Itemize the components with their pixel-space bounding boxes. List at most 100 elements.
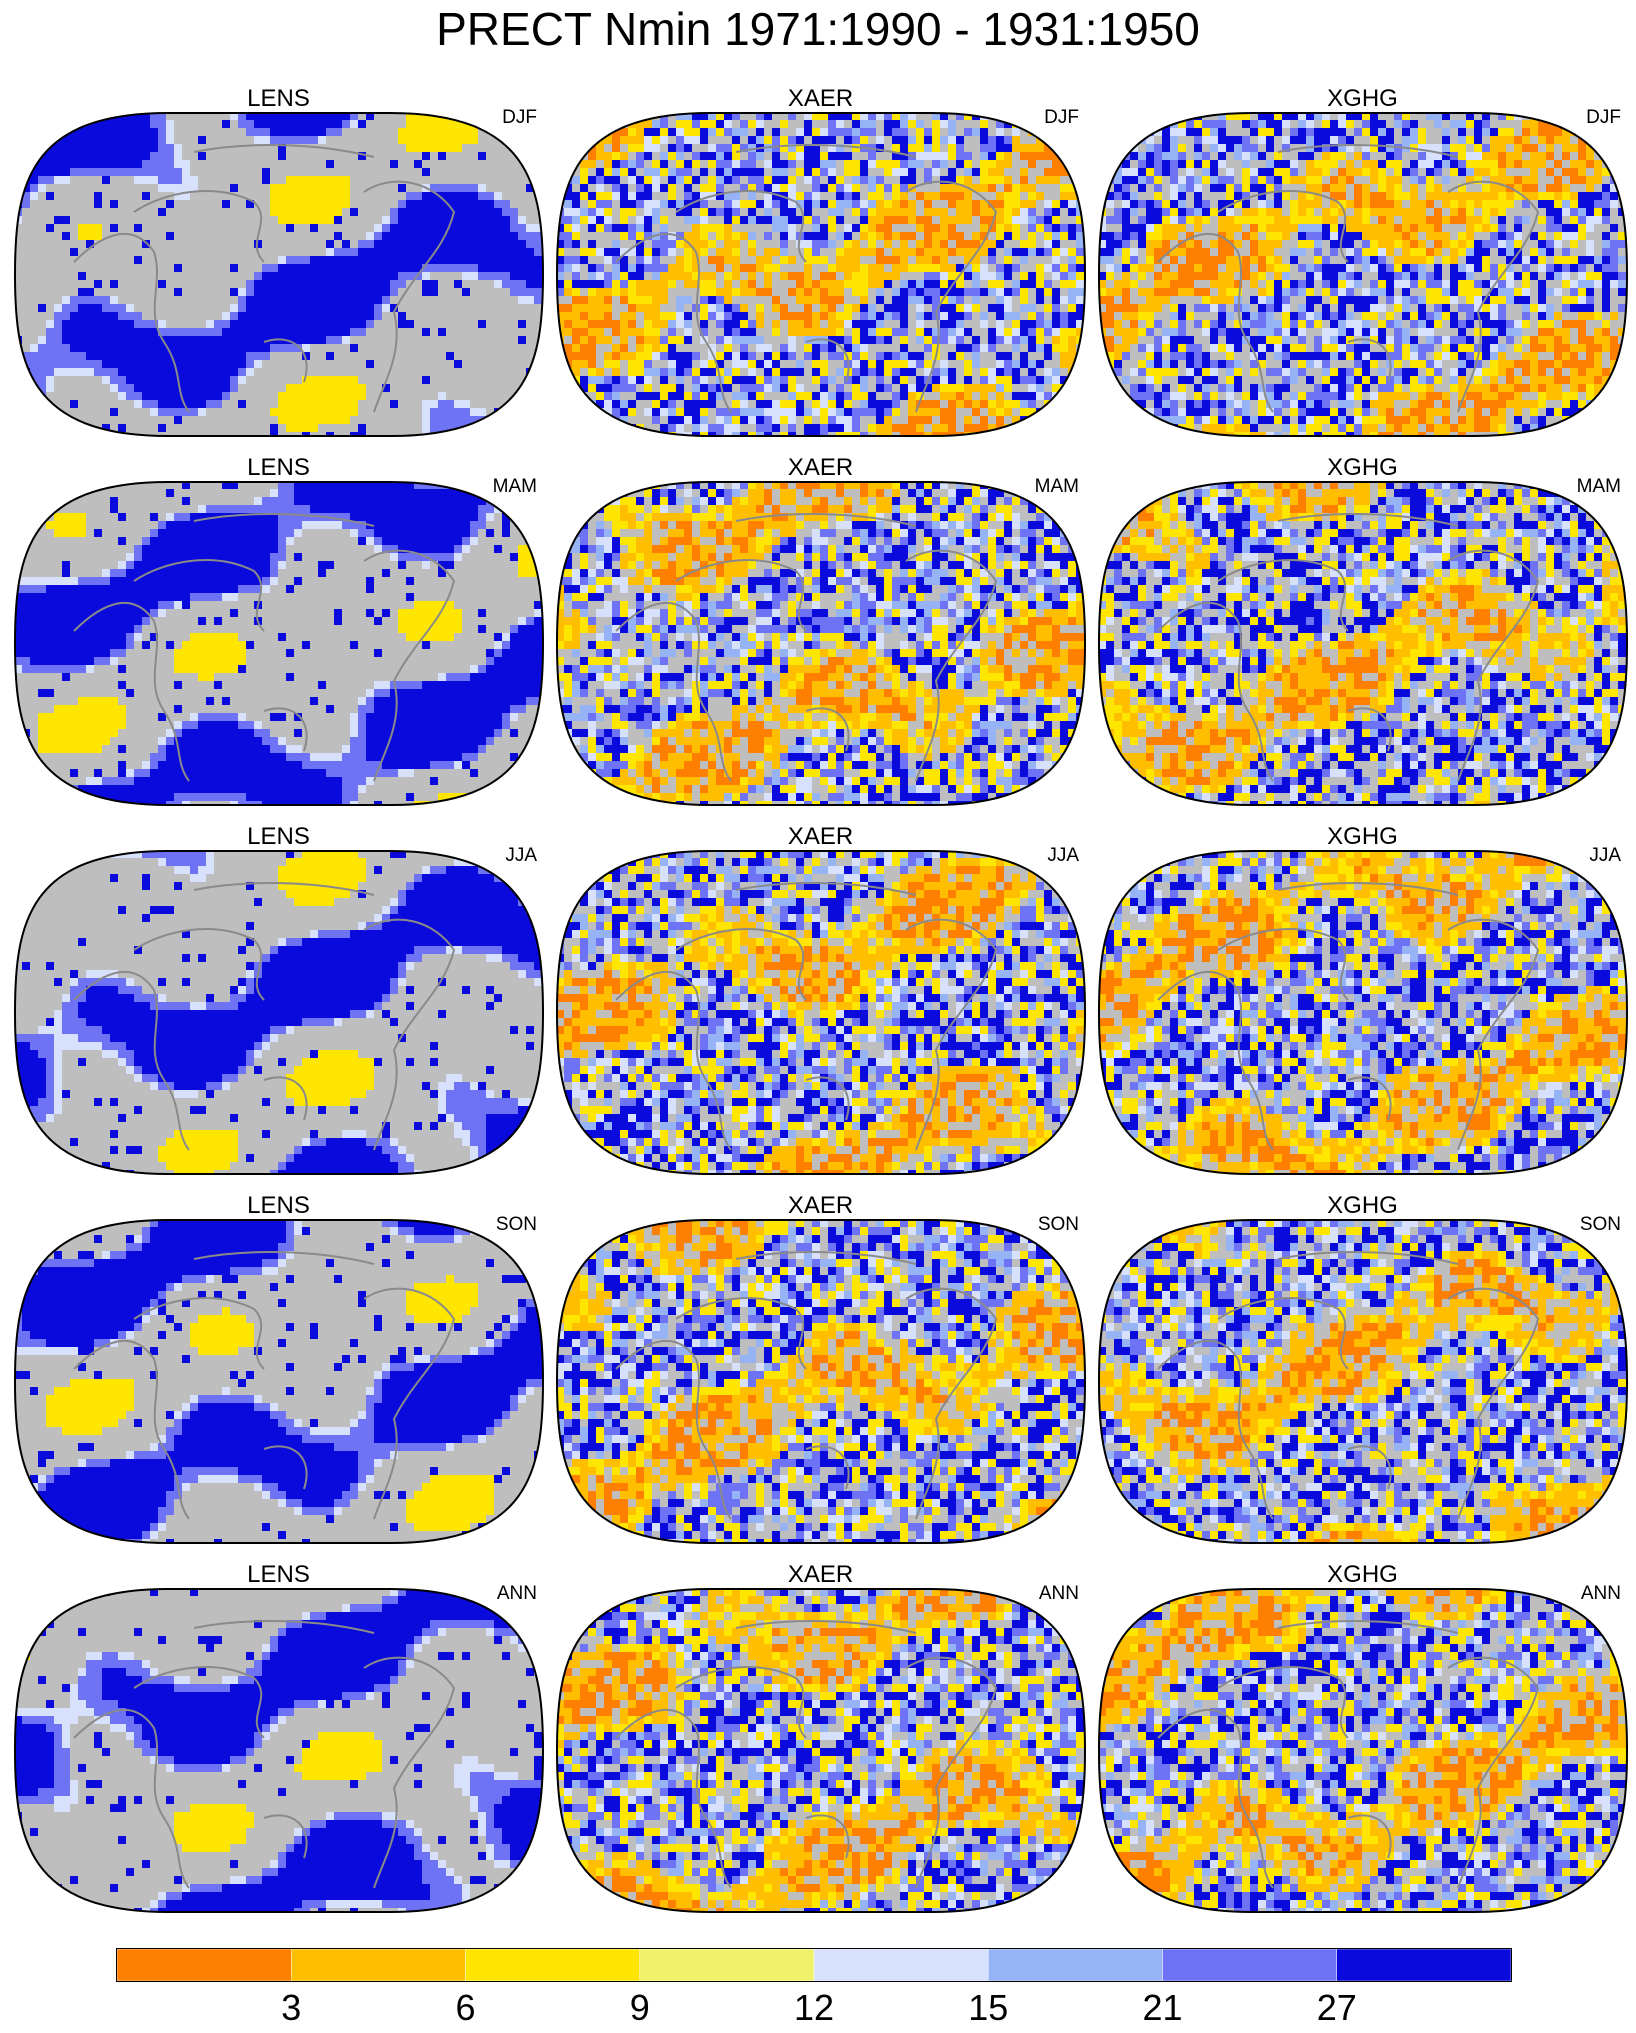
map-outline [1098, 1219, 1628, 1544]
map-outline [1098, 1588, 1628, 1913]
map-field [1098, 482, 1628, 805]
panel-season: SON [1038, 1213, 1079, 1237]
panel-season: JJA [505, 844, 537, 868]
map-panel: LENS ANN [6, 1560, 551, 1913]
map-panel: XAER SON [548, 1191, 1093, 1544]
panel-title: XGHG [1090, 1191, 1635, 1221]
map-panel: XAER DJF [548, 84, 1093, 437]
panel-title: XGHG [1090, 822, 1635, 852]
coastline [73, 513, 456, 782]
coastline [73, 882, 456, 1151]
map-panel: XGHG DJF [1090, 84, 1635, 437]
coastline [73, 144, 456, 413]
panel-title: XAER [548, 822, 1093, 852]
panel-title: XGHG [1090, 453, 1635, 483]
map-outline [14, 481, 544, 806]
map-outline [556, 1588, 1086, 1913]
coastline [1157, 882, 1540, 1151]
map-plot [14, 1219, 544, 1544]
map-outline [556, 1219, 1086, 1544]
map-panel: XGHG ANN [1090, 1560, 1635, 1913]
map-plot [14, 1588, 544, 1913]
panel-title: XAER [548, 1560, 1093, 1590]
panel-title: XAER [548, 1191, 1093, 1221]
map-field [556, 851, 1086, 1174]
colorbar-bin [1336, 1948, 1512, 1982]
map-plot [556, 850, 1086, 1175]
coastline [1157, 513, 1540, 782]
map-outline [556, 850, 1086, 1175]
panel-season: DJF [1586, 106, 1621, 130]
coastline [1157, 144, 1540, 413]
colorbar-tick-label: 15 [968, 1988, 1008, 2028]
map-plot [1098, 481, 1628, 806]
colorbar-tick-label: 6 [455, 1988, 475, 2028]
map-plot [1098, 1219, 1628, 1544]
coastline [615, 1251, 998, 1520]
map-panel: XAER ANN [548, 1560, 1093, 1913]
map-panel: LENS DJF [6, 84, 551, 437]
map-outline [14, 112, 544, 437]
map-field [556, 1589, 1086, 1912]
map-field [14, 1589, 544, 1912]
colorbar-tick-label: 3 [281, 1988, 301, 2028]
map-outline [1098, 481, 1628, 806]
panel-title: LENS [6, 1560, 551, 1590]
map-plot [1098, 112, 1628, 437]
map-panel: XAER JJA [548, 822, 1093, 1175]
panel-season: ANN [497, 1582, 537, 1606]
panel-title: XAER [548, 84, 1093, 114]
map-outline [1098, 850, 1628, 1175]
map-plot [556, 481, 1086, 806]
panel-season: ANN [1581, 1582, 1621, 1606]
panel-season: MAM [1035, 475, 1079, 499]
map-panel: XGHG MAM [1090, 453, 1635, 806]
map-plot [556, 1219, 1086, 1544]
coastline [615, 144, 998, 413]
map-plot [556, 1588, 1086, 1913]
map-plot [1098, 1588, 1628, 1913]
map-plot [1098, 850, 1628, 1175]
map-panel: XAER MAM [548, 453, 1093, 806]
colorbar-frame [116, 1948, 1512, 1982]
panel-season: MAM [493, 475, 537, 499]
map-outline [14, 1588, 544, 1913]
map-plot [14, 850, 544, 1175]
map-panel: LENS SON [6, 1191, 551, 1544]
panel-season: ANN [1039, 1582, 1079, 1606]
panel-season: MAM [1577, 475, 1621, 499]
panel-title: LENS [6, 1191, 551, 1221]
map-outline [556, 481, 1086, 806]
map-field [14, 113, 544, 436]
map-field [556, 113, 1086, 436]
panel-season: SON [1580, 1213, 1621, 1237]
map-field [556, 1220, 1086, 1543]
map-plot [14, 481, 544, 806]
panel-title: LENS [6, 822, 551, 852]
panel-season: DJF [1044, 106, 1079, 130]
coastline [1157, 1620, 1540, 1889]
coastline [615, 1620, 998, 1889]
panel-title: LENS [6, 453, 551, 483]
map-outline [14, 1219, 544, 1544]
map-outline [556, 112, 1086, 437]
colorbar-bin [465, 1948, 640, 1982]
map-outline [14, 850, 544, 1175]
map-field [14, 1220, 544, 1543]
map-field [1098, 1589, 1628, 1912]
map-field [556, 482, 1086, 805]
panel-title: XGHG [1090, 1560, 1635, 1590]
colorbar-bin [639, 1948, 815, 1982]
map-field [1098, 1220, 1628, 1543]
colorbar-bin [1162, 1948, 1337, 1982]
colorbar-svg [116, 1948, 1512, 1982]
map-field [14, 482, 544, 805]
colorbar-tick-label: 21 [1142, 1988, 1182, 2028]
colorbar-bin [988, 1948, 1163, 1982]
map-panel: LENS MAM [6, 453, 551, 806]
map-panel: XGHG SON [1090, 1191, 1635, 1544]
map-plot [556, 112, 1086, 437]
coastline [73, 1251, 456, 1520]
figure-title: PRECT Nmin 1971:1990 - 1931:1950 [0, 0, 1636, 58]
colorbar [116, 1948, 1512, 1982]
